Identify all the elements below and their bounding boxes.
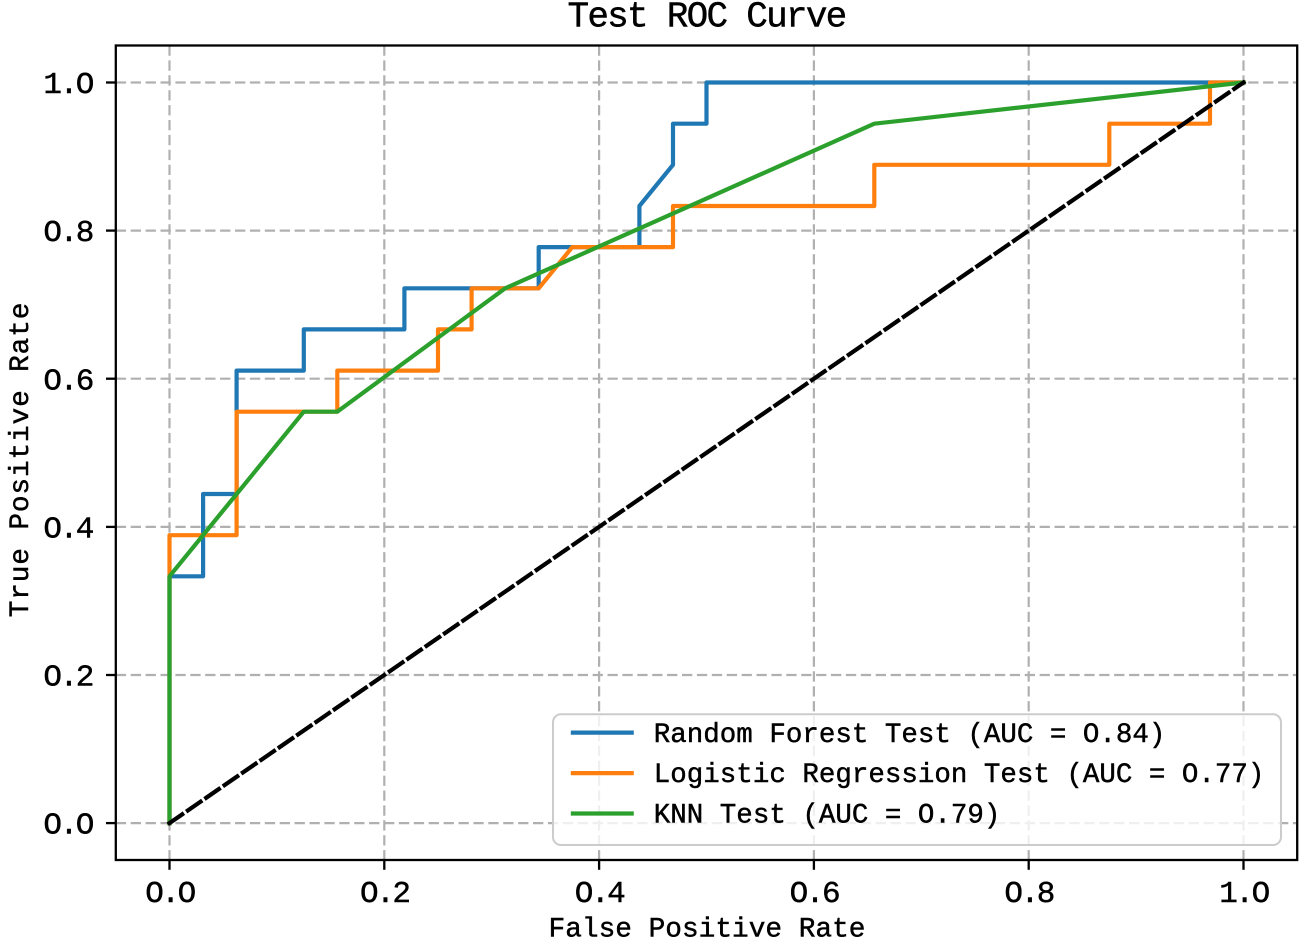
- svg-text:KNN Test (AUC = O.79): KNN Test (AUC = O.79): [654, 801, 1001, 832]
- svg-text:O.8: O.8: [1004, 877, 1053, 912]
- svg-text:O.O: O.O: [43, 809, 93, 844]
- svg-text:True Positive Rate: True Positive Rate: [6, 302, 37, 618]
- svg-text:Logistic Regression Test (AUC: Logistic Regression Test (AUC = O.77): [654, 760, 1265, 791]
- svg-text:O.2: O.2: [43, 661, 92, 696]
- svg-text:Test ROC Curve: Test ROC Curve: [567, 0, 845, 38]
- svg-text:O.4: O.4: [43, 513, 93, 548]
- svg-text:O.6: O.6: [43, 364, 92, 399]
- svg-text:1.O: 1.O: [1219, 877, 1269, 912]
- svg-text:False Positive Rate: False Positive Rate: [549, 915, 866, 941]
- svg-text:O.4: O.4: [575, 877, 625, 912]
- svg-text:O.6: O.6: [790, 877, 839, 912]
- svg-text:O.8: O.8: [43, 216, 92, 251]
- svg-text:1.O: 1.O: [43, 68, 93, 103]
- svg-text:O.O: O.O: [145, 877, 195, 912]
- svg-text:O.2: O.2: [360, 877, 409, 912]
- svg-text:Random Forest Test (AUC = O.84: Random Forest Test (AUC = O.84): [654, 720, 1166, 751]
